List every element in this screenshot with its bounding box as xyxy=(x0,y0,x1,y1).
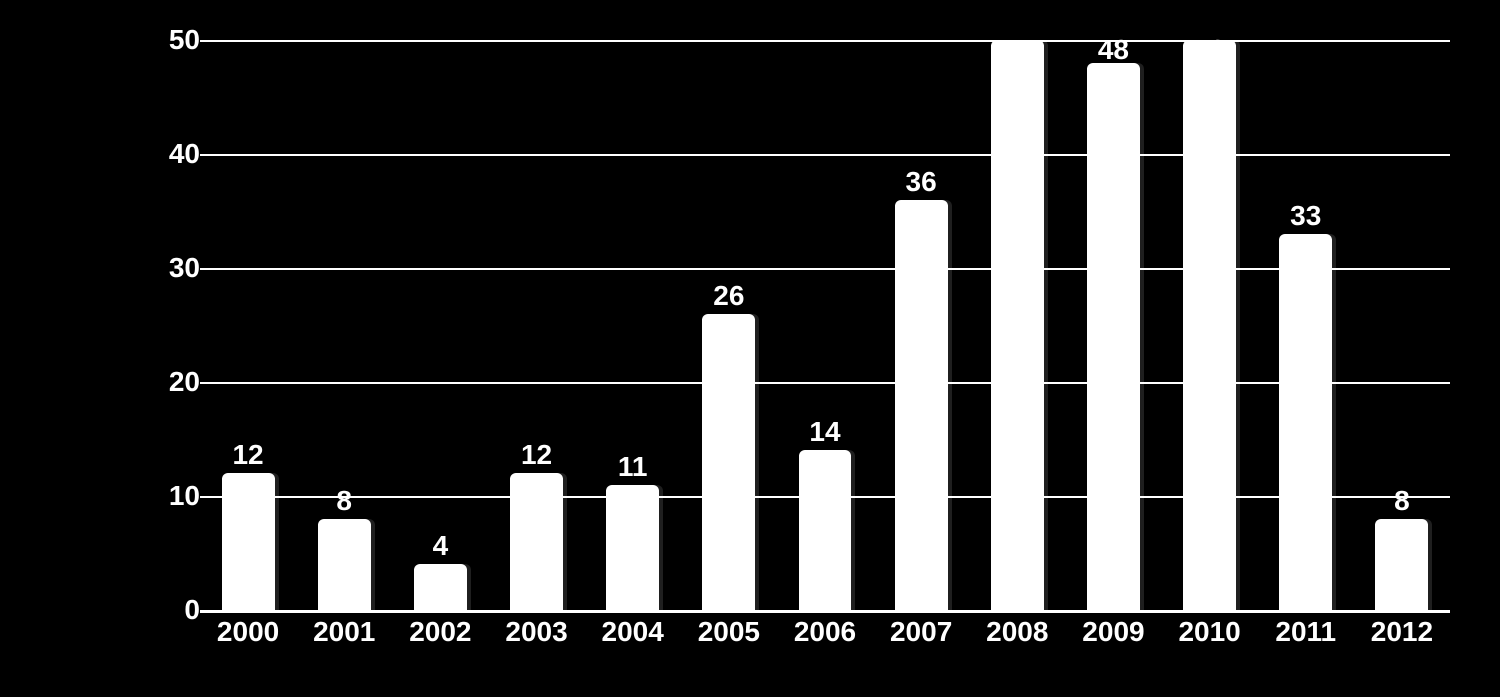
bar xyxy=(895,200,948,610)
bar xyxy=(414,564,467,610)
bar-slot: 33 xyxy=(1258,40,1354,610)
y-tick-label: 30 xyxy=(120,252,200,284)
y-tick-label: 40 xyxy=(120,138,200,170)
bar xyxy=(318,519,371,610)
bar xyxy=(1279,234,1332,610)
x-tick-label: 2010 xyxy=(1162,616,1258,648)
x-tick-label: 2009 xyxy=(1065,616,1161,648)
bar-value-label: 12 xyxy=(488,439,584,471)
bar-value-label: 56 xyxy=(1162,34,1258,66)
bar-value-label: 36 xyxy=(873,166,969,198)
bar-value-label: 14 xyxy=(777,416,873,448)
bar-slot: 14 xyxy=(777,40,873,610)
y-tick-label: 50 xyxy=(120,24,200,56)
bar-value-label: 33 xyxy=(1258,200,1354,232)
x-tick-label: 2007 xyxy=(873,616,969,648)
bar xyxy=(799,450,852,610)
bar-value-label: 57 xyxy=(969,34,1065,66)
bar-slot: 57 xyxy=(969,40,1065,610)
y-tick-label: 20 xyxy=(120,366,200,398)
x-axis-baseline xyxy=(200,610,1450,613)
bar-slot: 48 xyxy=(1065,40,1161,610)
bar-slot: 36 xyxy=(873,40,969,610)
x-tick-label: 2011 xyxy=(1258,616,1354,648)
x-tick-label: 2003 xyxy=(488,616,584,648)
bar-slot: 12 xyxy=(488,40,584,610)
bar-chart: 12841211261436574856338 0102030405020002… xyxy=(120,20,1460,660)
plot-area: 12841211261436574856338 xyxy=(200,40,1450,610)
bar xyxy=(606,485,659,610)
bar-value-label: 26 xyxy=(681,280,777,312)
x-tick-label: 2004 xyxy=(585,616,681,648)
bar-slot: 56 xyxy=(1162,40,1258,610)
x-tick-label: 2008 xyxy=(969,616,1065,648)
x-tick-label: 2002 xyxy=(392,616,488,648)
grid-line xyxy=(200,382,1450,384)
x-tick-label: 2005 xyxy=(681,616,777,648)
x-tick-label: 2012 xyxy=(1354,616,1450,648)
bar-value-label: 11 xyxy=(585,451,681,483)
bar xyxy=(702,314,755,610)
bar xyxy=(1183,40,1236,610)
grid-line xyxy=(200,268,1450,270)
grid-line xyxy=(200,496,1450,498)
bar-value-label: 48 xyxy=(1065,34,1161,66)
bar-slot: 26 xyxy=(681,40,777,610)
x-tick-label: 2001 xyxy=(296,616,392,648)
bar-value-label: 8 xyxy=(1354,485,1450,517)
bar-slot: 11 xyxy=(585,40,681,610)
bar-value-label: 8 xyxy=(296,485,392,517)
x-tick-label: 2006 xyxy=(777,616,873,648)
bar-slot: 8 xyxy=(1354,40,1450,610)
bar xyxy=(222,473,275,610)
x-tick-label: 2000 xyxy=(200,616,296,648)
bar-value-label: 12 xyxy=(200,439,296,471)
y-axis xyxy=(198,40,200,612)
y-tick-label: 0 xyxy=(120,594,200,626)
bar xyxy=(1375,519,1428,610)
bar-slot: 12 xyxy=(200,40,296,610)
y-tick-label: 10 xyxy=(120,480,200,512)
bar-value-label: 4 xyxy=(392,530,488,562)
grid-line xyxy=(200,40,1450,42)
bar xyxy=(1087,63,1140,610)
bar xyxy=(991,40,1044,610)
bar-slot: 4 xyxy=(392,40,488,610)
bars-group: 12841211261436574856338 xyxy=(200,40,1450,610)
bar-slot: 8 xyxy=(296,40,392,610)
grid-line xyxy=(200,154,1450,156)
bar xyxy=(510,473,563,610)
